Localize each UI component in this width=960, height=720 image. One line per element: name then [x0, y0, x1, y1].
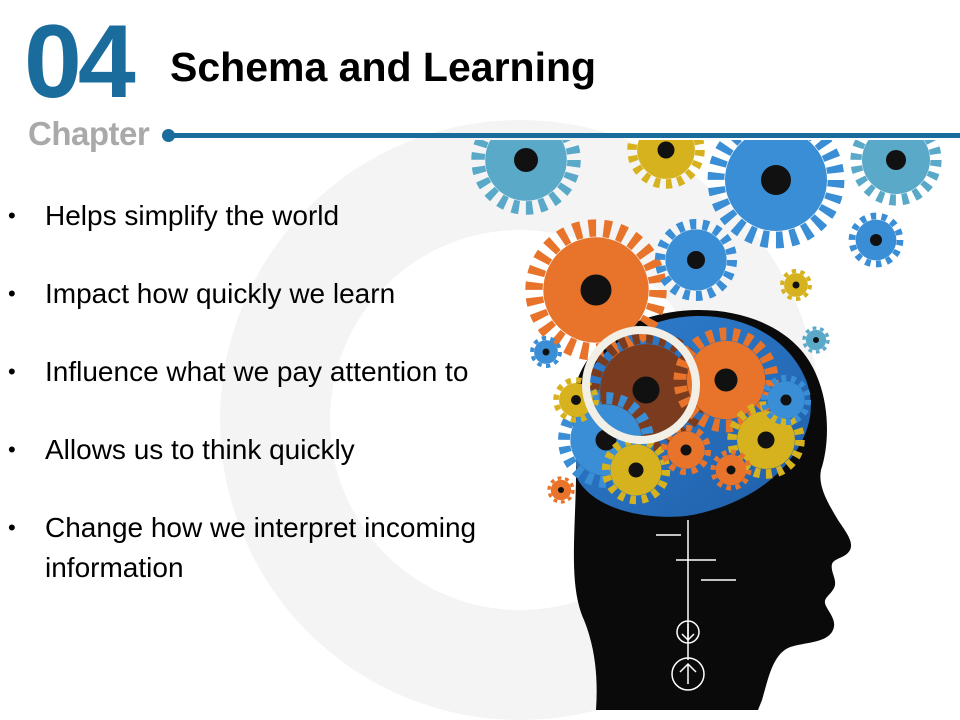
outline-gear-icon	[582, 326, 700, 444]
bullet-dot-icon: •	[8, 203, 16, 228]
head-with-gears-illustration-icon	[471, 140, 942, 710]
gears-group-icon	[471, 140, 942, 505]
chapter-number: 04	[24, 4, 136, 120]
bullet-dot-icon: •	[8, 437, 16, 462]
gear-icon	[530, 336, 562, 368]
gear-icon	[802, 326, 830, 354]
bullet-item: • Impact how quickly we learn	[0, 274, 525, 314]
gear-icon	[627, 140, 705, 189]
bullet-dot-icon: •	[8, 515, 16, 540]
bullet-text: Change how we interpret incoming informa…	[45, 512, 477, 583]
bullet-item: • Allows us to think quickly	[0, 430, 525, 470]
bullet-dot-icon: •	[8, 359, 16, 384]
gear-icon	[780, 269, 812, 301]
bullet-item: • Helps simplify the world	[0, 196, 525, 236]
bullet-item: • Influence what we pay attention to	[0, 352, 525, 392]
gear-icon	[601, 435, 671, 505]
chapter-label: Chapter	[28, 115, 150, 152]
gear-icon	[760, 374, 812, 426]
bullet-text: Allows us to think quickly	[45, 434, 355, 465]
gear-icon	[471, 140, 581, 215]
gear-icon	[547, 476, 575, 504]
title-rule-line	[172, 133, 960, 138]
gear-icon	[710, 449, 752, 491]
bullet-dot-icon: •	[8, 281, 16, 306]
neck-arrows-icon	[656, 520, 736, 691]
gear-icon	[660, 424, 712, 476]
bullet-text: Helps simplify the world	[45, 200, 340, 231]
gear-icon	[707, 140, 845, 249]
gear-icon	[848, 212, 904, 268]
bullet-text: Impact how quickly we learn	[45, 278, 396, 309]
bullet-list: • Helps simplify the world • Impact how qu…	[0, 196, 540, 626]
gear-icon	[654, 218, 738, 302]
bullet-item: • Change how we interpret incoming inform…	[0, 508, 525, 588]
bullet-text: Influence what we pay attention to	[45, 356, 469, 387]
title-rule-dot	[162, 129, 175, 142]
gear-icon	[850, 140, 942, 206]
slide-title: Schema and Learning	[170, 44, 597, 90]
